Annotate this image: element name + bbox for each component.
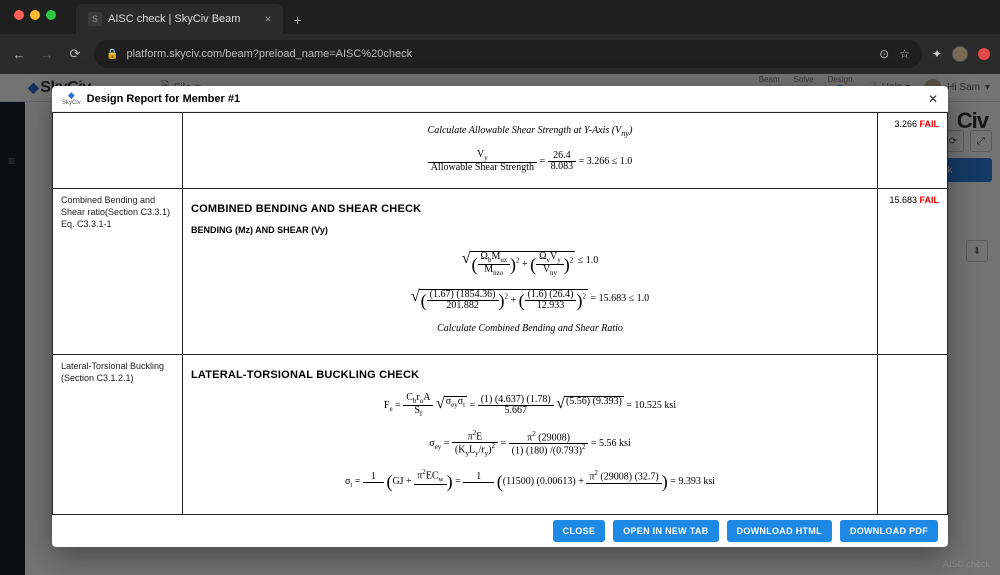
result-value: 15.683 (889, 195, 917, 205)
modal-header: ◆SkyCiv Design Report for Member #1 ✕ (52, 86, 948, 112)
modal-title: Design Report for Member #1 (87, 93, 240, 105)
design-report-modal: ◆SkyCiv Design Report for Member #1 ✕ Ca… (52, 86, 948, 547)
new-tab-button[interactable]: + (283, 6, 311, 34)
equation: Fe = CbroASf σeyσt = (1) (4.637) (1.78)5… (191, 387, 869, 424)
address-bar-row: ← → ⟳ 🔒 platform.skyciv.com/beam?preload… (0, 34, 1000, 74)
browser-tab-bar: S AISC check | SkyCiv Beam × + (0, 0, 1000, 34)
section-label (53, 113, 183, 189)
close-window-icon[interactable] (14, 10, 24, 20)
section-content: COMBINED BENDING AND SHEAR CHECK BENDING… (183, 189, 878, 354)
section-label: Combined Bending and Shear ratio(Section… (53, 189, 183, 354)
calc-note: Calculate Allowable Shear Strength at Y-… (191, 119, 869, 144)
section-heading: COMBINED BENDING AND SHEAR CHECK (191, 195, 869, 221)
equation: σey = π2E(KyLy/ry)2 = π2 (29008)(1) (180… (191, 424, 869, 464)
section-label: Lateral-Torsional Buckling (Section C3.1… (53, 354, 183, 514)
tab-favicon-icon: S (88, 12, 102, 26)
maximize-window-icon[interactable] (46, 10, 56, 20)
section-content: Calculate Allowable Shear Strength at Y-… (183, 113, 878, 189)
close-tab-icon[interactable]: × (264, 12, 271, 26)
extensions-icon[interactable]: ✦ (932, 47, 942, 61)
window-controls[interactable] (8, 0, 64, 20)
calc-note: Calculate Combined Bending and Shear Rat… (191, 317, 869, 340)
equation: σt = 1 (GJ + π2ECw ) = 1 ((11500) (0.006… (191, 463, 869, 500)
section-content: LATERAL-TORSIONAL BUCKLING CHECK Fe = Cb… (183, 354, 878, 514)
recording-icon[interactable] (978, 48, 990, 60)
tab-title: AISC check | SkyCiv Beam (108, 13, 240, 25)
result-status: FAIL (920, 119, 940, 129)
modal-logo-icon: ◆SkyCiv (62, 91, 81, 106)
result-cell: 3.266 FAIL (878, 113, 948, 189)
back-icon[interactable]: ← (10, 47, 28, 62)
report-table: Calculate Allowable Shear Strength at Y-… (52, 112, 948, 515)
open-new-tab-button[interactable]: OPEN IN NEW TAB (613, 520, 718, 542)
url-input[interactable]: 🔒 platform.skyciv.com/beam?preload_name=… (94, 40, 922, 68)
search-in-page-icon[interactable]: ⊙ (879, 47, 889, 61)
minimize-window-icon[interactable] (30, 10, 40, 20)
lock-icon: 🔒 (106, 49, 118, 60)
browser-chrome: S AISC check | SkyCiv Beam × + ← → ⟳ 🔒 p… (0, 0, 1000, 74)
forward-icon: → (38, 47, 56, 62)
bookmark-icon[interactable]: ☆ (899, 47, 910, 61)
profile-avatar-icon[interactable] (952, 46, 968, 62)
section-heading: LATERAL-TORSIONAL BUCKLING CHECK (191, 361, 869, 387)
result-cell (878, 354, 948, 514)
equation: ((1.67) (1854.36)201.882)2 + ((1.6) (26.… (191, 283, 869, 317)
modal-body: Calculate Allowable Shear Strength at Y-… (52, 112, 948, 515)
result-cell: 15.683 FAIL (878, 189, 948, 354)
result-value: 3.266 (894, 119, 917, 129)
browser-tab[interactable]: S AISC check | SkyCiv Beam × (76, 4, 283, 34)
equation: (ΩbMuzMnzo)2 + (ΩvVyVny)2 ≤ 1.0 (191, 245, 869, 283)
status-tag: AISC check (943, 559, 990, 569)
equation: VyAllowable Shear Strength = 26.48.083 =… (191, 144, 869, 179)
extension-icons: ✦ (932, 46, 990, 62)
close-icon[interactable]: ✕ (928, 92, 938, 106)
reload-icon[interactable]: ⟳ (66, 46, 84, 62)
download-html-button[interactable]: DOWNLOAD HTML (727, 520, 832, 542)
modal-footer: CLOSE OPEN IN NEW TAB DOWNLOAD HTML DOWN… (52, 515, 948, 547)
section-subheading: BENDING (Mz) AND SHEAR (Vy) (191, 221, 869, 245)
result-status: FAIL (920, 195, 940, 205)
close-button[interactable]: CLOSE (553, 520, 606, 542)
download-pdf-button[interactable]: DOWNLOAD PDF (840, 520, 938, 542)
url-text: platform.skyciv.com/beam?preload_name=AI… (126, 48, 412, 60)
